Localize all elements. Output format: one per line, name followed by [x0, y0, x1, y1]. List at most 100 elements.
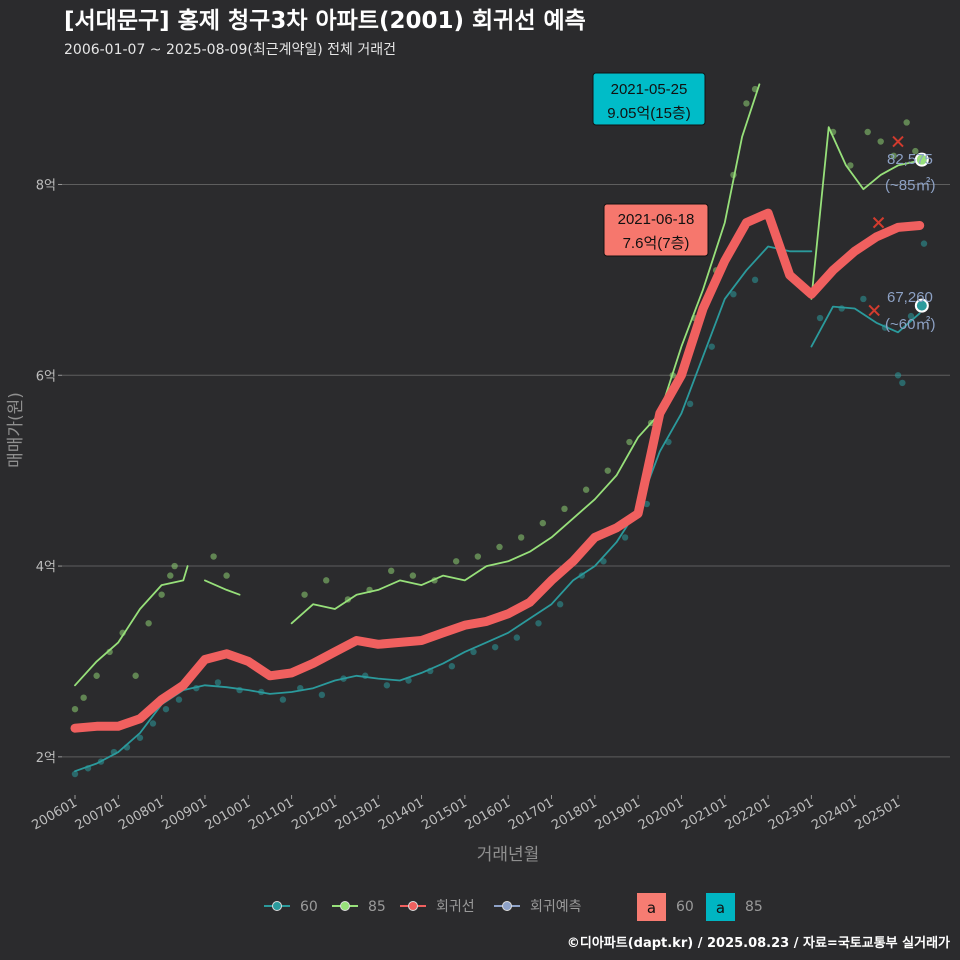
scatter-point-85: [71, 705, 79, 713]
x-tick-label: 201901: [593, 795, 643, 833]
series-line-85: [810, 126, 921, 300]
x-tick-label: 202301: [766, 795, 816, 833]
scatter-point-85: [80, 694, 87, 701]
y-tick-label: 6억: [36, 369, 56, 384]
scatter-point-60: [816, 314, 824, 322]
legend-item-forecast[interactable]: 회귀예측: [494, 899, 582, 915]
legend-60-dot: [272, 901, 282, 911]
scatter-point-85: [210, 553, 217, 560]
scatter-point-85: [912, 147, 919, 155]
x-axis-label: 거래년월: [477, 845, 540, 865]
scatter-point-85: [743, 100, 750, 107]
scatter-point-85: [604, 467, 611, 474]
scatter-point-60: [730, 290, 737, 298]
y-tick-label: 2억: [36, 751, 56, 766]
legend-item-85[interactable]: 85: [332, 899, 386, 915]
scatter-point-60: [899, 379, 906, 387]
scatter-point-85: [167, 572, 174, 579]
scatter-point-60: [907, 312, 915, 320]
legend-85-label: 85: [368, 899, 386, 915]
y-axis-label: 매매가(원): [6, 392, 26, 468]
annotation-60-box: [603, 203, 709, 257]
legend-forecast-label: 회귀예측: [530, 899, 582, 915]
legend-item-regression[interactable]: 회귀선: [400, 899, 475, 915]
scatter-point-60: [708, 343, 715, 350]
legend-box-60[interactable]: a 60: [637, 893, 694, 921]
cross-marker: [872, 216, 885, 229]
x-tick-label: 202501: [853, 795, 903, 833]
scatter-point-60: [149, 720, 157, 727]
x-tick-label: 201801: [549, 795, 599, 833]
scatter-point-85: [409, 572, 417, 579]
x-tick-label: 201601: [463, 795, 513, 833]
scatter-point-60: [279, 696, 287, 703]
scatter-point-85: [517, 534, 525, 541]
forecast-85-area: (~85㎡): [885, 177, 935, 194]
scatter-point-60: [383, 682, 391, 689]
y-tick-label: 8억: [36, 178, 56, 193]
chart-subtitle: 2006-01-07 ~ 2025-08-09(최근계약일) 전체 거래건: [64, 42, 396, 58]
legend-regression-dot: [408, 901, 418, 911]
x-tick-label: 201301: [333, 795, 383, 833]
legend-85-dot: [340, 901, 350, 911]
scatter-point-60: [920, 240, 928, 247]
legend-box-85[interactable]: a 85: [706, 893, 763, 921]
legend-item-60[interactable]: 60: [264, 899, 318, 915]
series-line-85: [290, 83, 761, 625]
scatter-point-85: [864, 128, 871, 136]
cross-marker: [868, 304, 880, 317]
forecast-60-value: 67,260: [887, 289, 933, 306]
x-tick-label: 200801: [116, 795, 166, 833]
scatter-point-85: [158, 591, 165, 598]
x-tick-label: 202101: [679, 795, 729, 833]
scatter-point-60: [751, 276, 759, 284]
scatter-point-60: [491, 643, 499, 651]
scatter-point-60: [318, 691, 326, 699]
regression-line: [70, 208, 925, 733]
x-tick-label: 201501: [419, 795, 469, 833]
scatter-point-85: [903, 119, 910, 126]
scatter-point-85: [93, 672, 100, 679]
x-tick-label: 201101: [246, 795, 296, 833]
scatter-point-60: [214, 679, 222, 686]
scatter-point-85: [388, 567, 395, 575]
chart-title: [서대문구] 홍제 청구3차 아파트(2001) 회귀선 예측: [64, 8, 586, 34]
scatter-point-85: [877, 138, 884, 145]
y-axis-ticks: 2억 4억 6억 8억: [36, 178, 62, 766]
annotation-60-max: 2021-06-18 7.6억(7층): [603, 203, 709, 257]
x-tick-label: 201001: [203, 795, 253, 833]
forecast-points: [914, 152, 929, 313]
legend-forecast-dot: [502, 901, 512, 911]
scatter-point-85: [561, 505, 568, 513]
series-line-85: [74, 565, 189, 687]
legend-box-85-label: 85: [745, 899, 763, 915]
annotation-85-max: 2021-05-25 9.05억(15층): [592, 72, 706, 126]
scatter-point-60: [175, 696, 183, 703]
grid-lines: [62, 183, 950, 758]
scatter-point-60: [470, 648, 477, 656]
annotation-60-price: 7.6억(7층): [623, 235, 690, 252]
x-tick-label: 201201: [289, 795, 339, 833]
legend-60-label: 60: [300, 899, 318, 915]
scatter-point-60: [448, 663, 456, 670]
scatter-point-85: [890, 152, 897, 160]
x-tick-label: 200601: [30, 795, 80, 833]
scatter-point-85: [582, 486, 590, 493]
legend-box-60-label: 60: [676, 899, 694, 915]
x-tick-label: 200701: [73, 795, 123, 833]
annotation-60-date: 2021-06-18: [618, 211, 695, 228]
x-tick-label: 202401: [809, 795, 859, 833]
scatter-point-60: [860, 295, 867, 303]
scatter-point-85: [145, 620, 152, 627]
x-tick-label: 201701: [506, 795, 556, 833]
scatter-point-60: [643, 500, 650, 508]
series-line-60: [810, 305, 921, 348]
legend-regression-label: 회귀선: [436, 899, 475, 915]
scatter-point-85: [171, 562, 178, 570]
legend-box-85-glyph: a: [716, 899, 725, 917]
forecast-point-85: [914, 152, 929, 167]
scatter-point-85: [847, 162, 854, 169]
forecast-point-60: [914, 298, 929, 313]
series-line-85: [204, 579, 241, 596]
